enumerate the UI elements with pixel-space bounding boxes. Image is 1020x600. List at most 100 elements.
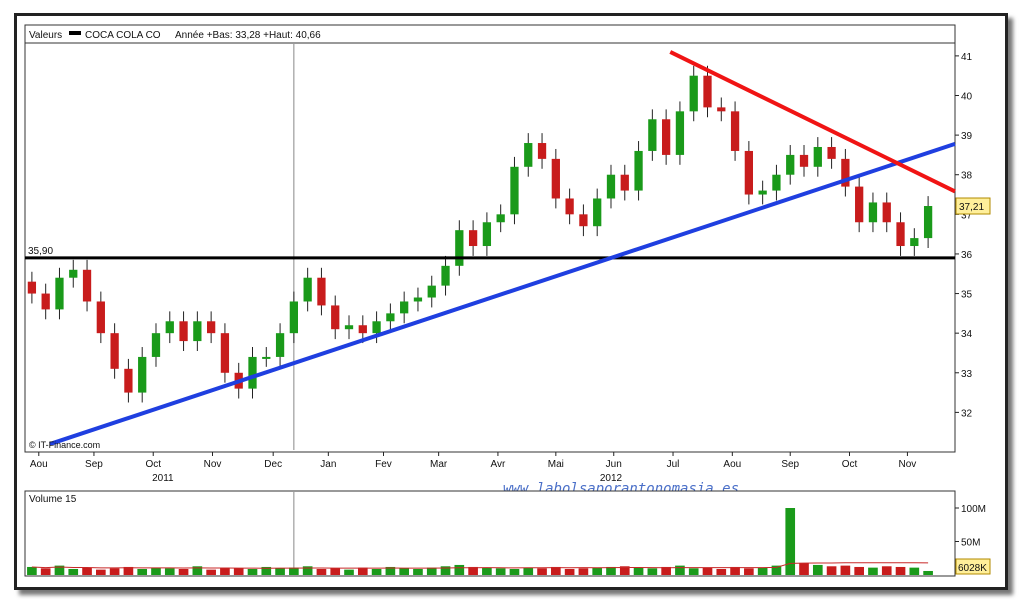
candle-body [855,186,864,223]
candle-body [55,277,64,310]
candle-body [220,333,230,373]
candle [331,295,340,340]
time-tick-label: Mar [430,459,448,470]
candle [551,148,560,209]
candle [675,101,685,165]
volume-bar [661,566,671,575]
candle [758,180,767,205]
volume-bar [812,564,823,575]
volume-bar [371,568,382,575]
volume-bar [854,566,864,575]
candle [827,137,836,169]
candle-body [262,356,271,359]
candle-body [923,206,933,239]
candle [620,164,629,201]
candle [151,323,161,367]
candle [689,65,698,122]
volume-bar [316,568,327,575]
volume-bar [551,566,561,575]
candle-body [799,154,809,167]
volume-bar [702,567,713,575]
candle [772,164,781,201]
volume-bar [109,568,120,575]
time-tick-label: Jul [667,459,680,470]
volume-bars [27,492,933,575]
candle-body [758,190,767,195]
volume-bar [840,565,851,575]
candle [455,220,464,276]
volume-bar [468,566,478,575]
candle-body [565,198,574,215]
last-price-badge [955,197,991,215]
candle-body [427,285,436,298]
candle [220,323,230,383]
time-tick-label: Avr [491,459,506,470]
year-label: 2012 [600,473,623,484]
volume-bar [440,566,451,575]
candle-body [317,277,326,306]
candle-body [413,297,423,302]
candle [317,267,326,316]
candle-body [606,174,616,199]
volume-bar [482,567,492,575]
time-tick-label: Nov [899,459,917,470]
candle-body [551,158,560,199]
candle-body [372,321,381,334]
volume-bar [592,567,603,575]
candle-body [620,174,629,191]
candle-body [179,321,188,342]
candle-body [193,321,202,342]
candle [482,212,492,256]
price-tick-label: 37 [961,210,973,221]
candle-body [344,325,354,330]
candle-body [524,143,533,167]
stock-chart: Valeurs COCA COLA CO Année +Bas: 33,28 +… [24,24,991,577]
time-tick-label: Fev [375,459,392,470]
candle-body [289,301,298,334]
downtrend-line [669,50,956,194]
volume-bar [192,566,203,575]
time-axis: Aou Sep Oct Nov Dec Jan Fev Mar Avr Mai Jun Jul Aou S… [30,452,916,484]
time-tick-label: Oct [145,459,161,470]
candle [896,212,905,256]
candle-body [151,333,161,357]
candle [606,164,616,209]
price-axis: 32 33 34 35 36 37 38 39 40 41 37,21 [955,52,991,419]
candle-body [510,166,519,215]
candle-body [386,313,395,322]
volume-bar [619,566,630,575]
candle [744,141,753,205]
volume-bar [178,568,189,575]
volume-axis: 50M 100M 6028K [955,504,991,575]
last-volume-label: 6028K [958,563,987,574]
candle [634,141,643,201]
volume-bar [413,568,423,575]
candle-body [634,150,643,191]
price-tick-label: 34 [961,329,973,340]
legend-swatch [69,31,81,35]
candle [855,176,864,233]
last-volume-badge [955,558,991,575]
candle [275,323,285,367]
series-label: Valeurs [29,30,62,41]
candle-body [868,202,878,223]
volume-bar [399,568,409,575]
time-tick-label: Nov [204,459,222,470]
volume-bar [606,566,616,575]
candle-body [468,230,478,247]
candle [799,145,809,177]
candle-body [331,305,340,330]
volume-bar [730,566,740,575]
time-tick-label: Mai [548,459,564,470]
time-tick-label: Sep [85,459,103,470]
time-tick-label: Dec [264,459,282,470]
volume-bar [151,567,161,575]
volume-bar [302,566,313,575]
candle [69,259,78,288]
price-tick-label: 35 [961,290,973,301]
uptrend-line [49,141,956,446]
candle [882,192,891,233]
volume-bar [757,567,768,575]
candle-body [717,107,726,112]
candle-body [27,281,37,294]
